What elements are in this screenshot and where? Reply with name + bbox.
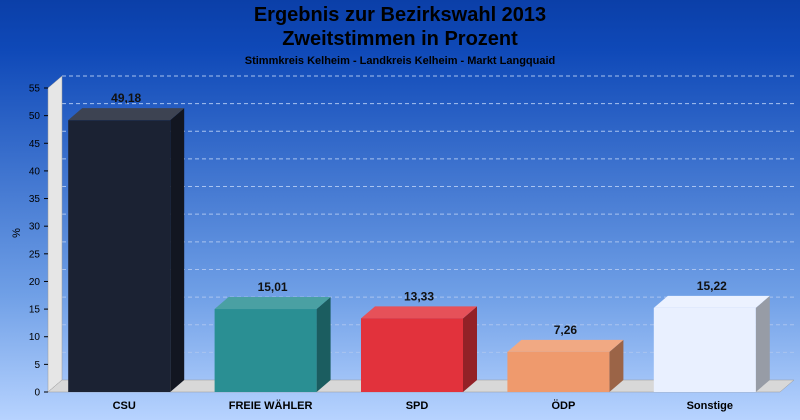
data-label: 49,18 <box>111 91 141 105</box>
bar <box>653 307 756 392</box>
x-tick-label: CSU <box>113 400 136 412</box>
y-tick-label: 40 <box>29 166 41 177</box>
x-tick-label: ÖDP <box>551 399 575 412</box>
bar-top <box>214 297 331 310</box>
bar <box>361 318 463 392</box>
bar-side <box>609 339 624 392</box>
chart-title: Ergebnis zur Bezirkswahl 2013 <box>253 4 547 26</box>
y-tick-label: 25 <box>29 249 41 260</box>
bar-top <box>653 295 770 308</box>
x-tick-label: FREIE WÄHLER <box>229 399 313 412</box>
bar-top <box>507 339 624 352</box>
y-tick-label: 5 <box>34 360 40 371</box>
x-tick-label: SPD <box>406 400 429 412</box>
y-tick-label: 10 <box>29 332 41 343</box>
bar-top <box>68 108 185 121</box>
y-tick-label: 45 <box>29 139 41 150</box>
bar-side <box>463 306 477 392</box>
y-tick-label: 0 <box>34 388 40 399</box>
bar-side <box>755 295 770 392</box>
y-axis-label: % <box>11 228 23 238</box>
chart-subtitle: Stimmkreis Kelheim - Landkreis Kelheim -… <box>244 55 556 67</box>
bar-top <box>361 306 477 319</box>
bar <box>68 120 171 392</box>
y-tick-label: 30 <box>29 222 41 233</box>
y-tick-label: 55 <box>29 84 41 95</box>
bar-side <box>170 108 185 392</box>
chart-title-line2: Zweitstimmen in Prozent <box>282 28 518 50</box>
left-wall <box>47 75 63 393</box>
data-label: 7,26 <box>554 323 578 337</box>
bar-side <box>316 297 331 392</box>
data-label: 15,22 <box>697 279 727 293</box>
y-tick-label: 20 <box>29 277 41 288</box>
data-label: 13,33 <box>404 289 434 303</box>
y-tick-label: 50 <box>29 111 41 122</box>
data-label: 15,01 <box>258 280 288 294</box>
y-tick-label: 15 <box>29 305 41 316</box>
y-tick-label: 35 <box>29 194 41 205</box>
x-tick-label: Sonstige <box>687 400 733 412</box>
bar <box>214 309 317 392</box>
bar <box>507 351 610 392</box>
